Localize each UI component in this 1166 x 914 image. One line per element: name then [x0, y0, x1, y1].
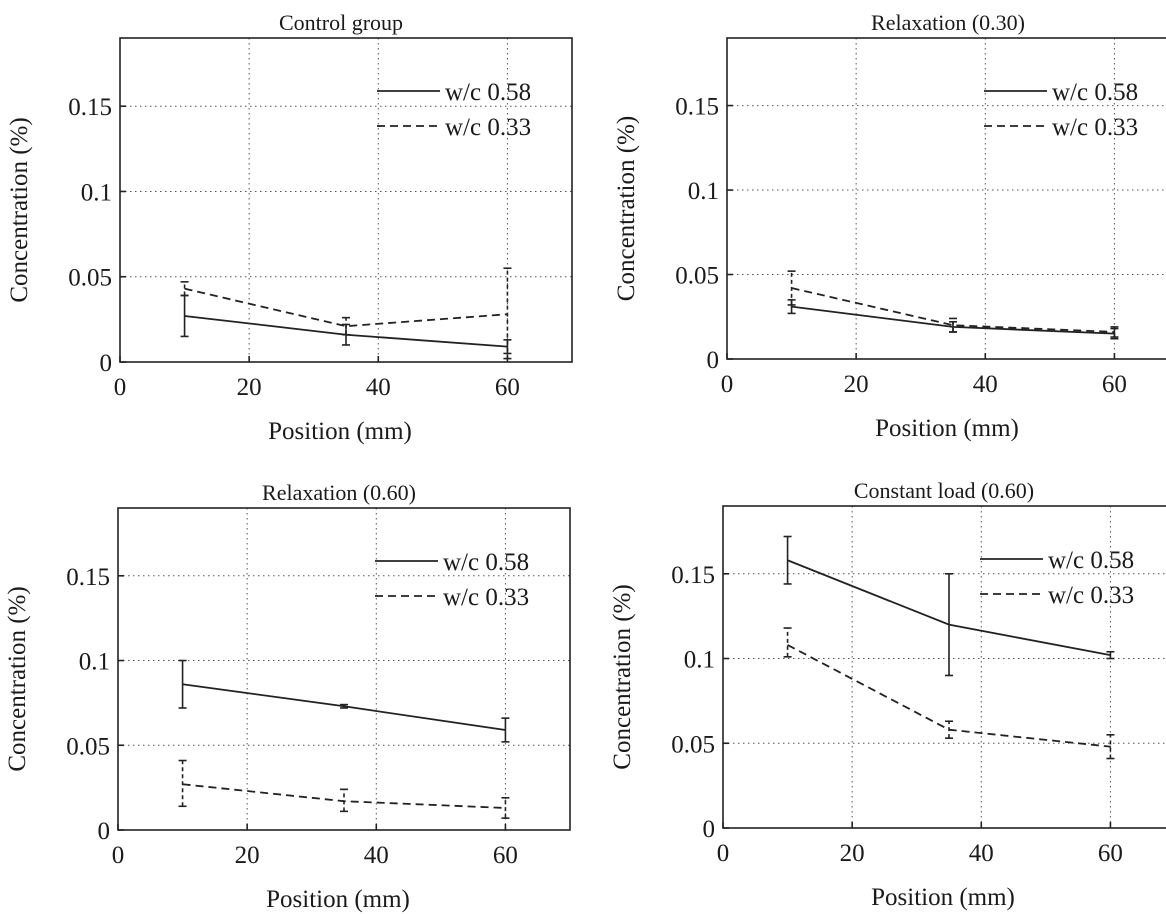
chart-1-legend-label-2: w/c 0.33 [445, 114, 531, 141]
chart-1-plot-frame [119, 37, 573, 363]
chart-1-xtick-label: 0 [114, 374, 127, 401]
chart-1: 0 20 40 60 0 0.05 0.1 0.15 Control group Position… [6, 10, 573, 445]
chart-4-xtick-label: 40 [969, 840, 994, 867]
chart-4-legend-label-2: w/c 0.33 [1048, 582, 1134, 609]
chart-1-ytick-label: 0 [100, 350, 113, 377]
chart-4-ytick-label: 0.05 [671, 731, 715, 758]
chart-3-xtick-label: 20 [235, 842, 260, 869]
chart-3-y-axis-label: Concentration (%) [4, 586, 31, 771]
chart-1-xtick-label: 40 [366, 374, 391, 401]
chart-3-plot-frame [117, 507, 571, 831]
chart-2-ytick-label: 0.05 [675, 263, 719, 290]
chart-2-xtick-label: 0 [721, 371, 734, 398]
chart-4-ytick-label: 0.1 [684, 647, 715, 674]
chart-1-legend-label-1: w/c 0.58 [445, 79, 531, 106]
chart-4-y-axis-label: Concentration (%) [609, 584, 636, 769]
chart-2-xtick-label: 60 [1102, 371, 1127, 398]
chart-3-legend-label-1: w/c 0.58 [443, 549, 529, 576]
chart-1-y-axis-label: Concentration (%) [6, 117, 33, 302]
chart-2-plot-frame [726, 37, 1166, 360]
chart-1-title: Control group [279, 10, 403, 35]
chart-3-ytick-label: 0.05 [66, 733, 110, 760]
chart-2-series-2-line [791, 287, 1115, 333]
chart-4-xtick-label: 20 [840, 840, 865, 867]
chart-4-plot-frame [722, 505, 1166, 829]
chart-2-y-axis-label: Concentration (%) [613, 116, 640, 301]
chart-3-legend-label-2: w/c 0.33 [443, 584, 529, 611]
chart-2-ytick-label: 0 [707, 347, 720, 374]
chart-4-ytick-label: 0 [703, 816, 716, 843]
chart-2: 0 20 40 60 0 0.05 0.1 0.15 Relaxation (0.30) Posi… [613, 10, 1166, 442]
chart-3-title: Relaxation (0.60) [262, 480, 416, 505]
chart-2-xtick-label: 40 [973, 371, 998, 398]
chart-3-xtick-label: 60 [493, 842, 518, 869]
chart-3: 0 20 40 60 0 0.05 0.1 0.15 Relaxation (0.60) Posi… [4, 480, 571, 913]
chart-2-legend-label-2: w/c 0.33 [1052, 114, 1138, 141]
chart-4-xtick-label: 60 [1098, 840, 1123, 867]
chart-3-x-axis-label: Position (mm) [266, 886, 410, 913]
chart-2-ytick-label: 0.15 [675, 94, 719, 121]
chart-3-ytick-label: 0 [98, 818, 111, 845]
chart-2-legend-label-1: w/c 0.58 [1052, 79, 1138, 106]
chart-1-xtick-label: 60 [495, 374, 520, 401]
chart-4-x-axis-label: Position (mm) [871, 884, 1015, 911]
chart-4-legend-label-1: w/c 0.58 [1048, 547, 1134, 574]
chart-2-ytick-label: 0.1 [688, 178, 719, 205]
chart-1-ytick-label: 0.05 [68, 265, 112, 292]
chart-1-ytick-label: 0.15 [68, 94, 112, 121]
chart-1-x-axis-label: Position (mm) [268, 418, 412, 445]
chart-2-title: Relaxation (0.30) [871, 10, 1025, 35]
chart-3-ytick-label: 0.15 [66, 564, 110, 591]
chart-3-xtick-label: 0 [112, 842, 125, 869]
chart-2-x-axis-label: Position (mm) [875, 415, 1019, 442]
chart-3-ytick-label: 0.1 [79, 649, 110, 676]
chart-2-xtick-label: 20 [844, 371, 869, 398]
chart-4-title: Constant load (0.60) [854, 478, 1034, 503]
chart-1-xtick-label: 20 [237, 374, 262, 401]
chart-3-xtick-label: 40 [364, 842, 389, 869]
chart-4-xtick-label: 0 [717, 840, 730, 867]
chart-1-series-2-line [184, 287, 508, 328]
chart-4-ytick-label: 0.15 [671, 562, 715, 589]
chart-1-ytick-label: 0.1 [81, 179, 112, 206]
chart-4: 0 20 40 60 0 0.05 0.1 0.15 Constant load (0.60) P… [609, 478, 1166, 911]
